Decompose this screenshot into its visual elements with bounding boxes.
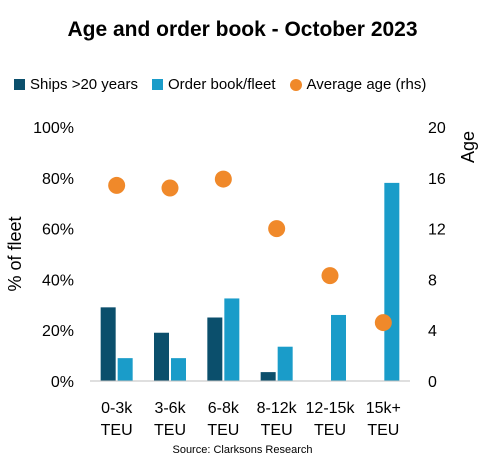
left-tick-label: 0%	[51, 374, 74, 391]
right-tick-label: 20	[428, 120, 446, 137]
legend-swatch-ships-over-20	[14, 79, 25, 90]
bar-order-book	[331, 314, 346, 381]
bar-order-book	[224, 298, 240, 381]
bar-ships-over-20	[260, 372, 276, 381]
right-tick-label: 12	[428, 222, 446, 239]
x-tick-label: 12-15k	[306, 400, 356, 417]
legend-label-order-book: Order book/fleet	[167, 76, 276, 93]
legend-swatch-average-age	[289, 78, 302, 91]
bar-order-book	[384, 182, 400, 381]
x-tick-label-unit: TEU	[367, 422, 399, 439]
legend-item-order-book: Order book/fleet	[151, 76, 276, 93]
bar-ships-over-20	[154, 332, 169, 381]
x-tick-label: 3-6k	[154, 400, 186, 417]
average-age-point	[214, 170, 232, 188]
left-axis-ticks: 0% 20% 40% 60% 80% 100%	[33, 120, 74, 391]
legend-item-average-age: Average age (rhs)	[289, 76, 427, 93]
right-tick-label: 16	[428, 171, 446, 188]
x-tick-label: 8-12k	[257, 400, 298, 417]
average-age-point	[108, 176, 126, 194]
chart-title: Age and order book - October 2023	[67, 18, 418, 41]
average-age-point	[161, 179, 179, 197]
x-tick-label-unit: TEU	[314, 422, 346, 439]
x-tick-label: 6-8k	[208, 400, 240, 417]
x-tick-label-unit: TEU	[101, 422, 133, 439]
bar-ships-over-20	[207, 317, 223, 381]
right-tick-label: 0	[428, 374, 437, 391]
x-tick-label: 15k+	[366, 400, 401, 417]
x-tick-label-unit: TEU	[154, 422, 186, 439]
average-age-point	[268, 220, 286, 238]
left-tick-label: 80%	[42, 171, 74, 188]
legend-label-average-age: Average age (rhs)	[306, 76, 427, 93]
right-tick-label: 8	[428, 272, 437, 289]
average-age-points	[108, 170, 392, 332]
legend-label-ships-over-20: Ships >20 years	[30, 76, 138, 93]
right-tick-label: 4	[428, 323, 437, 340]
x-tick-label: 0-3k	[101, 400, 133, 417]
left-tick-label: 40%	[42, 272, 74, 289]
left-tick-label: 20%	[42, 323, 74, 340]
left-tick-label: 100%	[33, 120, 74, 137]
bars	[100, 182, 400, 381]
bar-order-book	[171, 358, 186, 381]
left-tick-label: 60%	[42, 222, 74, 239]
average-age-point	[321, 267, 339, 285]
source-note: Source: Clarksons Research	[172, 444, 313, 456]
y2-axis-label: Age	[458, 131, 478, 163]
bar-order-book	[117, 358, 133, 381]
legend-swatch-order-book	[151, 79, 163, 90]
right-axis-ticks: 0 4 8 12 16 20	[428, 120, 446, 391]
average-age-point	[374, 314, 392, 332]
y-axis-label: % of fleet	[5, 216, 25, 291]
legend-item-ships-over-20: Ships >20 years	[14, 76, 138, 93]
x-tick-label-unit: TEU	[261, 422, 293, 439]
x-tick-label-unit: TEU	[207, 422, 239, 439]
bar-order-book	[277, 346, 293, 381]
x-axis-labels: 0-3k TEU 3-6k TEU 6-8k TEU 8-12k TEU 12-15k TEU 15…	[101, 400, 401, 439]
bar-ships-over-20	[100, 307, 116, 381]
legend: Ships >20 years Order book/fleet Average…	[14, 76, 484, 93]
